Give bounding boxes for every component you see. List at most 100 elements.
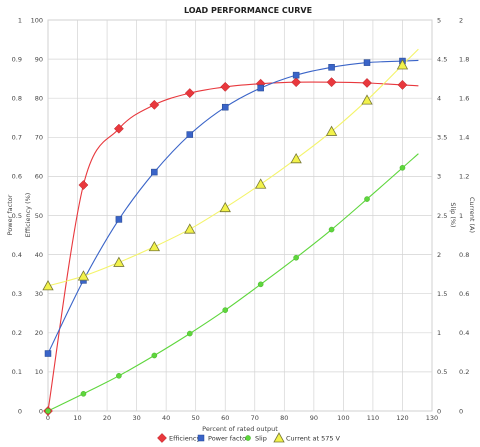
y-tick-label-right-inner: 3	[437, 173, 441, 181]
y-tick-label-left-outer: 0.3	[12, 290, 22, 298]
y-tick-label-right-inner: 1	[437, 329, 441, 337]
y-tick-label-right-outer: 0.6	[459, 290, 469, 298]
point-circle	[328, 226, 335, 233]
point-triangle	[361, 94, 373, 105]
point-circle	[257, 281, 264, 288]
x-tick-label: 60	[221, 414, 229, 422]
legend-marker-circle	[245, 435, 251, 441]
point-triangle	[148, 240, 161, 252]
point-square	[363, 59, 371, 66]
grid-layer	[47, 19, 433, 412]
legend-marker-diamond	[157, 433, 167, 443]
y-tick-label-right-inner: 5	[437, 16, 441, 24]
chart-title: LOAD PERFORMANCE CURVE	[184, 6, 312, 15]
point-triangle	[42, 280, 54, 291]
point-diamond	[149, 99, 160, 110]
y-tick-label-left-inner: 70	[35, 134, 43, 142]
y-tick-label-right-outer: 1.2	[459, 173, 469, 181]
y-tick-label-right-inner: 0	[437, 407, 441, 415]
y-tick-label-left-outer: 0.7	[12, 134, 22, 142]
point-triangle	[396, 59, 409, 70]
x-tick-label: 80	[280, 414, 288, 422]
y-tick-label-left-outer: 0.4	[12, 251, 22, 259]
point-triangle	[325, 125, 338, 136]
x-tick-label: 0	[46, 414, 50, 422]
y-tick-label-right-inner: 2	[437, 251, 441, 259]
y-tick-label-right-inner: 0.5	[437, 368, 447, 376]
y-tick-label-left-outer: 0.1	[12, 368, 22, 376]
y-tick-label-right-outer: 0.4	[459, 329, 469, 337]
point-diamond	[362, 77, 372, 88]
point-square	[257, 84, 264, 92]
y-tick-label-right-inner: 2.5	[437, 212, 447, 220]
point-circle	[186, 330, 193, 337]
y-tick-label-right-inner: 3.5	[437, 134, 447, 142]
y-tick-label-left-inner: 80	[35, 95, 43, 103]
point-circle	[80, 390, 87, 397]
legend-label: Slip	[255, 434, 267, 442]
point-square	[186, 131, 194, 138]
point-diamond	[184, 88, 195, 99]
legend-marker-square	[197, 434, 205, 442]
point-square	[44, 350, 52, 357]
y-tick-label-left-inner: 30	[35, 290, 43, 298]
point-diamond	[291, 77, 302, 88]
y-tick-label-right-outer: 2	[459, 16, 463, 24]
y-tick-label-left-outer: 0.5	[12, 212, 22, 220]
x-tick-label: 10	[73, 414, 81, 422]
data-markers	[42, 57, 409, 416]
point-triangle	[290, 152, 302, 164]
point-square	[115, 216, 123, 223]
y-axis-label-slip: Slip (%)	[449, 202, 457, 227]
point-triangle	[113, 256, 125, 267]
point-diamond	[220, 81, 231, 92]
point-diamond	[78, 180, 89, 190]
y-tick-label-right-outer: 1	[459, 212, 463, 220]
x-tick-label: 110	[367, 414, 379, 422]
y-axis-label-efficiency: Efficiency (%)	[24, 193, 32, 238]
x-tick-label: 90	[310, 414, 318, 422]
y-axis-label-power-factor: Power factor	[6, 194, 14, 235]
y-tick-label-left-inner: 50	[35, 212, 43, 220]
y-tick-label-right-outer: 1.6	[459, 95, 469, 103]
y-tick-label-left-outer: 0.2	[12, 329, 22, 337]
point-diamond	[397, 79, 408, 90]
y-tick-label-right-inner: 1.5	[437, 290, 447, 298]
legend-marker-triangle	[273, 432, 285, 443]
y-tick-label-left-inner: 10	[35, 368, 43, 376]
y-tick-label-left-inner: 90	[35, 55, 43, 63]
y-tick-label-left-inner: 20	[35, 329, 43, 337]
curve-circle	[47, 153, 419, 412]
point-triangle	[254, 178, 267, 189]
point-triangle	[219, 201, 231, 213]
point-circle	[151, 352, 158, 359]
y-tick-label-right-outer: 0.8	[459, 251, 469, 259]
point-circle	[45, 408, 51, 414]
point-square	[221, 103, 229, 111]
point-circle	[364, 196, 370, 202]
x-tick-label: 50	[192, 414, 200, 422]
point-square	[151, 168, 158, 176]
point-square	[328, 64, 335, 71]
point-triangle	[184, 223, 196, 234]
y-tick-label-left-inner: 40	[35, 251, 43, 259]
x-tick-label: 40	[162, 414, 170, 422]
y-tick-label-left-outer: 0.8	[12, 95, 22, 103]
y-tick-label-left-inner: 0	[39, 407, 43, 415]
x-tick-label: 100	[337, 414, 349, 422]
x-tick-label: 120	[396, 414, 408, 422]
point-square	[292, 71, 300, 79]
x-tick-label: 30	[132, 414, 140, 422]
point-circle	[116, 373, 122, 379]
y-tick-label-right-outer: 0.2	[459, 368, 469, 376]
y-tick-label-left-outer: 0	[18, 407, 22, 415]
legend-label: Current at 575 V	[286, 434, 341, 442]
axis-layer: 0 10 20 30 40 50 60 70 80 90 100 110 120 13000.10.20.…	[12, 16, 470, 422]
point-circle	[293, 254, 299, 261]
x-tick-label: 20	[103, 414, 111, 422]
legend: Efficiency Power factor Slip Current at 575…	[157, 432, 341, 443]
point-triangle	[77, 270, 90, 281]
point-circle	[222, 307, 229, 313]
